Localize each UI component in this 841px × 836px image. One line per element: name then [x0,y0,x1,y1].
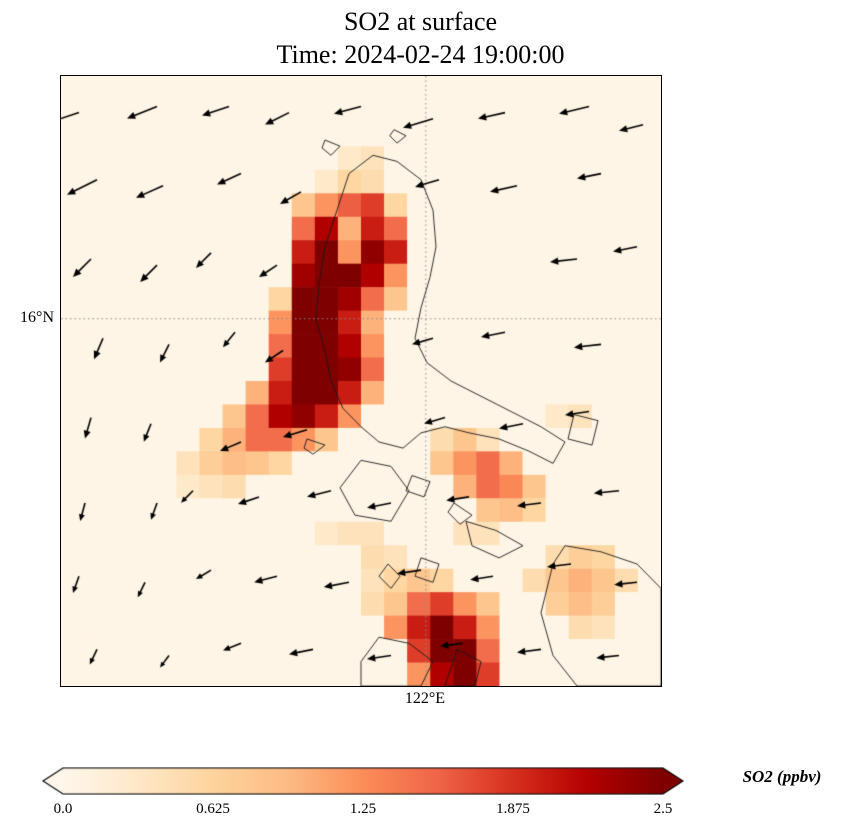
colorbar-tick-label: 1.875 [496,801,530,817]
colorbar-tick-label: 0.625 [196,801,230,817]
colorbar-tick-label: 0.0 [53,801,73,817]
chart-title: SO2 at surface [343,7,498,36]
colorbar-tick-label: 2.5 [653,801,673,817]
colorbar-canvas [42,767,684,795]
colorbar-tick-label: 1.25 [349,801,377,817]
x-axis-tick-label: 122°E [404,690,446,707]
colorbar-label: SO2 (ppbv) [742,767,822,786]
chart-subtitle-time: Time: 2024-02-24 19:00:00 [276,40,565,69]
so2-map-canvas [60,75,662,687]
y-axis-tick-label: 16°N [20,309,54,326]
